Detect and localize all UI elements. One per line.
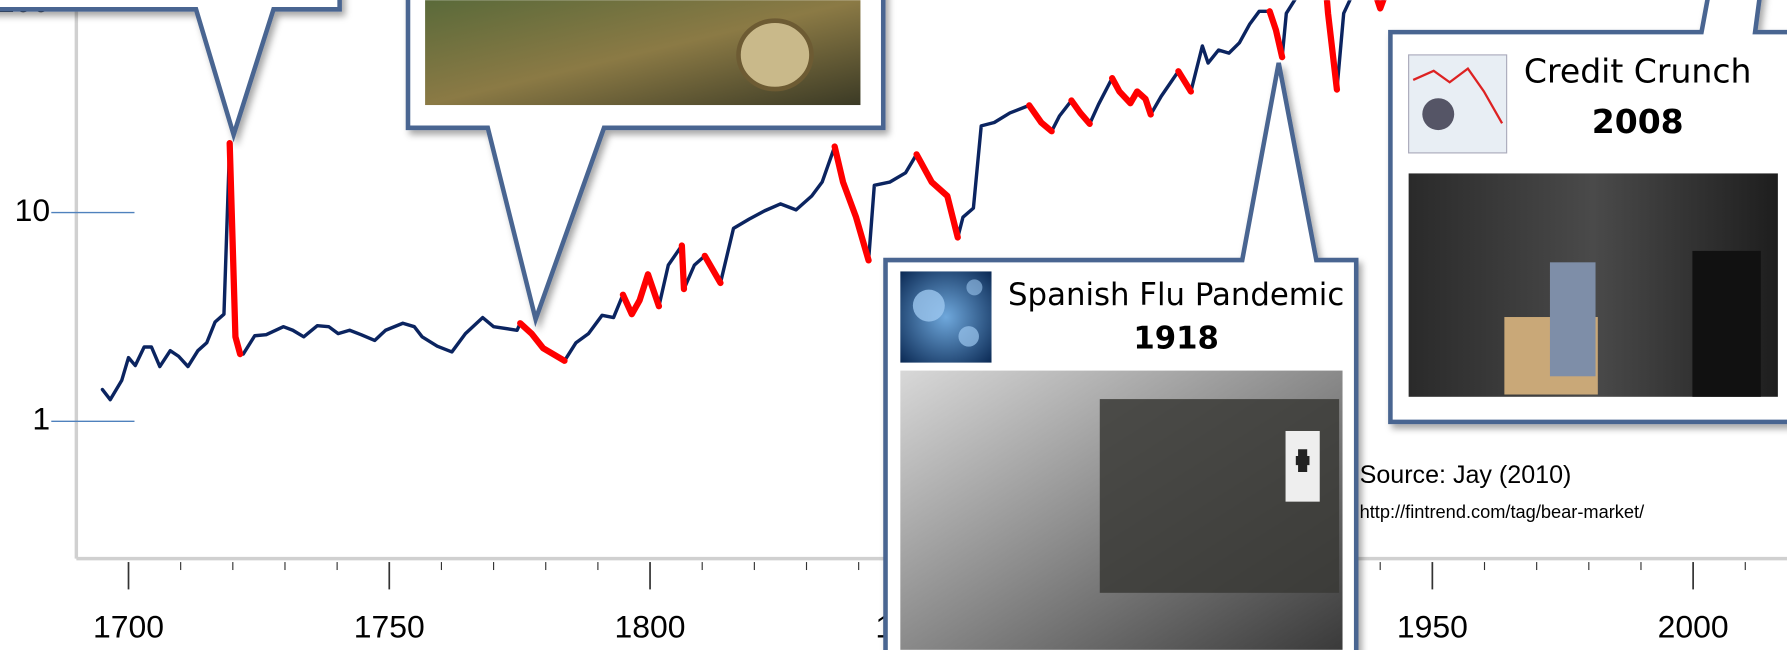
annotation-title: Credit Crunch <box>1524 52 1752 91</box>
annotation-year: 1918 <box>1133 320 1219 356</box>
bear-market-line <box>1323 0 1337 90</box>
bear-market-line <box>1365 0 1388 8</box>
icon-detail <box>1422 98 1454 130</box>
bear-market-line <box>682 246 684 290</box>
bear-market-line <box>705 256 721 283</box>
bear-market-line <box>917 154 958 237</box>
callout-box <box>0 0 340 135</box>
annotation-year: 2008 <box>1592 102 1684 141</box>
y-tick-label: 10 <box>15 192 51 228</box>
x-tick-label: 1750 <box>354 609 425 645</box>
source-url: http://fintrend.com/tag/bear-market/ <box>1360 501 1645 522</box>
chart: 1101001700175018001850190019502000 Sourc… <box>0 0 1787 650</box>
icon-detail <box>958 326 979 347</box>
x-tick-label: 2000 <box>1658 609 1729 645</box>
photo-detail <box>1550 262 1596 376</box>
bear-market-line <box>230 143 240 354</box>
y-tick-label: 1 <box>32 401 50 437</box>
icon-detail <box>966 279 982 295</box>
bear-market-line <box>1112 78 1151 114</box>
bear-market-line <box>520 323 564 361</box>
callout <box>0 0 340 135</box>
photo-detail <box>739 21 812 89</box>
bear-market-line <box>1071 101 1089 124</box>
x-tick-label: 1950 <box>1397 609 1468 645</box>
bear-market-line <box>1178 71 1191 91</box>
bear-market-line <box>1029 105 1051 131</box>
source: Source: Jay (2010) <box>1360 461 1572 489</box>
x-tick-label: 1800 <box>615 609 686 645</box>
photo-detail <box>1692 251 1760 397</box>
x-tick-label: 1700 <box>93 609 164 645</box>
icon-detail <box>913 290 945 322</box>
bear-market-line <box>835 147 869 261</box>
bear-market-line <box>1270 11 1283 57</box>
annotation-title: Spanish Flu Pandemic <box>1008 277 1344 313</box>
bear-market-line <box>623 274 659 314</box>
page: {"chart_data": { "type": "line", "ylog":… <box>0 0 1787 650</box>
